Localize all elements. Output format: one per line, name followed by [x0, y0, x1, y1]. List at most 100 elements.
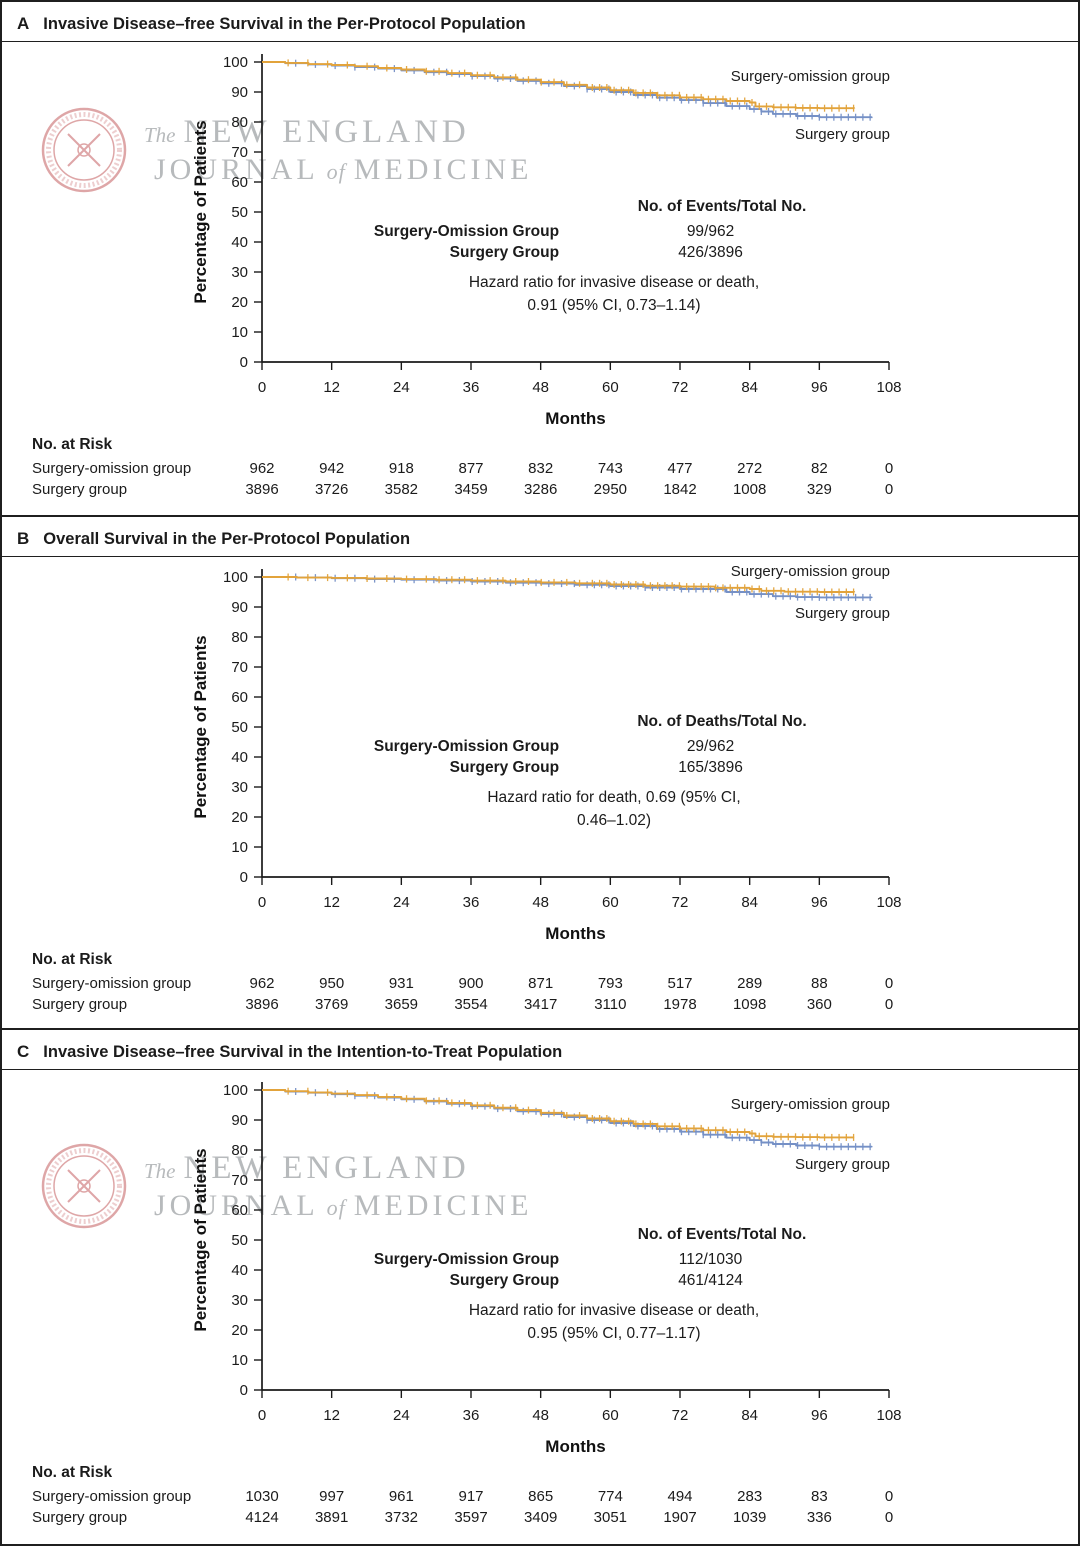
stats-row-surgery: Surgery Group 165/3896 — [354, 759, 844, 777]
panel-overall-survival-per-protocol: B Overall Survival in the Per-Protocol Po… — [2, 515, 1078, 1028]
at-risk-number: 3286 — [523, 481, 558, 498]
at-risk-number: 1030 — [245, 1488, 279, 1505]
at-risk-row-label: Surgery group — [32, 1509, 128, 1526]
svg-text:96: 96 — [811, 379, 828, 396]
svg-text:10: 10 — [231, 1352, 248, 1369]
at-risk-number: 0 — [884, 975, 894, 992]
stats-row-omission: Surgery-Omission Group 112/1030 — [354, 1251, 844, 1269]
svg-text:90: 90 — [231, 1112, 248, 1129]
at-risk-row-label: Surgery group — [32, 996, 128, 1013]
at-risk-number: 3896 — [245, 996, 279, 1013]
svg-text:90: 90 — [231, 599, 248, 616]
svg-text:24: 24 — [393, 379, 410, 396]
at-risk-number: 3597 — [454, 1509, 488, 1526]
at-risk-number: 871 — [528, 975, 554, 992]
stats-header: No. of Deaths/Total No. — [637, 713, 807, 730]
at-risk-row-label: Surgery group — [32, 481, 128, 498]
curve-label-surgery: Surgery group — [794, 126, 890, 143]
stats-surgery-label: Surgery Group — [449, 759, 560, 776]
at-risk-number: 950 — [319, 975, 345, 992]
at-risk-number: 3459 — [454, 481, 488, 498]
stats-surgery-label: Surgery Group — [449, 1272, 560, 1289]
svg-text:48: 48 — [532, 1407, 549, 1424]
stats-row-surgery: Surgery Group 426/3896 — [354, 244, 844, 262]
svg-text:108: 108 — [876, 379, 901, 396]
svg-text:90: 90 — [231, 84, 248, 101]
stats-omission-label: Surgery-Omission Group — [373, 223, 560, 240]
at-risk-number: 0 — [884, 481, 894, 498]
panel-header: A Invasive Disease–free Survival in the P… — [2, 9, 1078, 42]
at-risk-number: 774 — [597, 1488, 623, 1505]
at-risk-table: No. at Risk Surgery-omission group 1030 99… — [2, 1464, 1078, 1528]
svg-text:60: 60 — [231, 1202, 248, 1219]
at-risk-number: 3554 — [454, 996, 488, 1013]
svg-text:84: 84 — [741, 1407, 758, 1424]
stats-surgery-value: 426/3896 — [678, 244, 743, 261]
svg-text:96: 96 — [811, 1407, 828, 1424]
at-risk-number: 82 — [810, 460, 828, 477]
at-risk-number: 1907 — [663, 1509, 697, 1526]
panel-title: Overall Survival in the Per-Protocol Pop… — [43, 530, 411, 548]
at-risk-number: 3891 — [314, 1509, 349, 1526]
svg-text:36: 36 — [463, 1407, 480, 1424]
stats-omission-value: 99/962 — [686, 223, 735, 240]
hazard-line1: Hazard ratio for invasive disease or dea… — [468, 274, 760, 291]
stats-row-omission: Surgery-Omission Group 29/962 — [354, 738, 844, 756]
svg-text:10: 10 — [231, 839, 248, 856]
at-risk-number: 517 — [667, 975, 693, 992]
at-risk-row-label: Surgery-omission group — [32, 460, 192, 477]
at-risk-row-label: Surgery-omission group — [32, 1488, 192, 1505]
panel-letter: A — [17, 14, 30, 33]
at-risk-number: 942 — [319, 460, 345, 477]
svg-text:100: 100 — [223, 1082, 248, 1099]
svg-text:36: 36 — [463, 894, 480, 911]
at-risk-number: 2950 — [593, 481, 628, 498]
at-risk-number: 1039 — [732, 1509, 767, 1526]
hazard-line2: 0.91 (95% CI, 0.73–1.14) — [527, 297, 701, 315]
at-risk-number: 477 — [667, 460, 693, 477]
at-risk-number: 0 — [884, 1509, 894, 1526]
svg-text:30: 30 — [231, 264, 248, 281]
svg-text:60: 60 — [231, 174, 248, 191]
at-risk-number: 743 — [597, 460, 623, 477]
at-risk-row-omission: Surgery-omission group 962 942 918 877 832 743… — [32, 458, 1078, 479]
at-risk-title: No. at Risk — [32, 1464, 113, 1481]
at-risk-number: 1098 — [732, 996, 767, 1013]
at-risk-row-surgery: Surgery group 3896 3769 3659 3554 3417 3110 197… — [32, 994, 1078, 1015]
svg-text:60: 60 — [602, 894, 619, 911]
at-risk-number: 793 — [597, 975, 623, 992]
at-risk-number: 917 — [458, 1488, 484, 1505]
hazard-line1: Hazard ratio for death, 0.69 (95% CI, — [487, 789, 741, 806]
svg-text:Percentage of Patients: Percentage of Patients — [191, 635, 210, 818]
hazard-ratio-text: Hazard ratio for death, 0.69 (95% CI, 0.4… — [394, 786, 834, 833]
svg-text:84: 84 — [741, 894, 758, 911]
chart-area: The NEW ENGLAND JOURNAL of MEDICINE 0 10 20 30… — [2, 42, 1078, 426]
at-risk-number: 918 — [388, 460, 414, 477]
at-risk-number: 0 — [884, 996, 894, 1013]
at-risk-number: 289 — [737, 975, 763, 992]
svg-text:Months: Months — [545, 409, 605, 426]
svg-text:0: 0 — [240, 354, 248, 371]
svg-text:72: 72 — [672, 379, 689, 396]
at-risk-title: No. at Risk — [32, 436, 113, 453]
at-risk-number: 83 — [810, 1488, 828, 1505]
at-risk-number: 832 — [528, 460, 554, 477]
curve-label-surgery: Surgery group — [794, 1156, 890, 1173]
svg-text:72: 72 — [672, 894, 689, 911]
at-risk-number: 3409 — [523, 1509, 558, 1526]
hazard-ratio-text: Hazard ratio for invasive disease or dea… — [394, 271, 834, 318]
at-risk-row-omission: Surgery-omission group 1030 997 961 917 865 77… — [32, 1486, 1078, 1507]
at-risk-number: 3896 — [245, 481, 279, 498]
stats-header: No. of Events/Total No. — [637, 1226, 807, 1243]
svg-text:20: 20 — [231, 1322, 248, 1339]
stats-block: No. of Events/Total No. Surgery-Omission… — [354, 1226, 844, 1346]
svg-text:70: 70 — [231, 659, 248, 676]
svg-text:80: 80 — [231, 114, 248, 131]
svg-text:60: 60 — [602, 379, 619, 396]
panel-letter: B — [17, 529, 30, 548]
stats-omission-label: Surgery-Omission Group — [373, 1251, 560, 1268]
svg-text:108: 108 — [876, 894, 901, 911]
svg-text:30: 30 — [231, 1292, 248, 1309]
svg-text:36: 36 — [463, 379, 480, 396]
